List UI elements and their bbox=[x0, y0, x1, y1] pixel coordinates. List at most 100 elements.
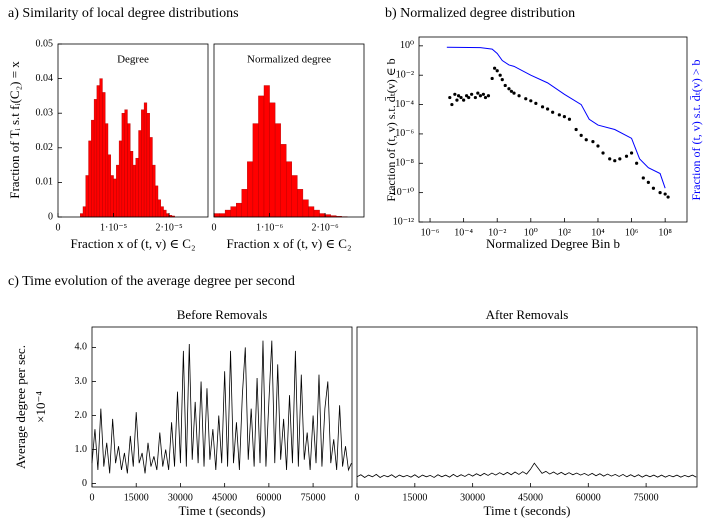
scatter-point bbox=[666, 195, 670, 199]
histogram-bar bbox=[110, 175, 114, 218]
x-axis-label: Normalized Degree Bin b bbox=[486, 236, 620, 251]
histogram-bar bbox=[297, 189, 304, 218]
histogram-bar bbox=[82, 206, 86, 218]
histogram-bar bbox=[99, 78, 103, 218]
x-tick-label: 10⁸ bbox=[658, 227, 672, 238]
scatter-point bbox=[579, 133, 583, 137]
scatter-point bbox=[567, 117, 572, 121]
scatter-point bbox=[596, 144, 600, 148]
plot-frame bbox=[91, 326, 353, 488]
histogram-bar bbox=[113, 178, 117, 218]
scatter-point bbox=[464, 94, 469, 98]
y-tick-label: 0.05 bbox=[36, 38, 54, 49]
scatter-point bbox=[562, 115, 566, 119]
scatter-point bbox=[486, 94, 491, 98]
scatter-point bbox=[524, 97, 528, 101]
histogram-bar bbox=[308, 206, 315, 218]
scatter-point bbox=[498, 73, 502, 77]
histogram-bar bbox=[157, 199, 161, 218]
histogram-bar bbox=[146, 112, 150, 218]
scatter-point bbox=[534, 101, 538, 105]
scatter-point bbox=[456, 94, 461, 98]
x-tick-label: 75000 bbox=[634, 492, 659, 503]
annotation: Normalized degree bbox=[247, 54, 331, 66]
scatter-point bbox=[495, 69, 499, 73]
x-tick-label: 75000 bbox=[301, 492, 326, 503]
histogram-bar bbox=[263, 85, 270, 218]
histogram-bar bbox=[124, 109, 128, 218]
y-tick-label: 10⁻⁸ bbox=[395, 158, 414, 169]
x-tick-label: 30000 bbox=[168, 492, 193, 503]
histogram-bar bbox=[141, 109, 145, 218]
scatter-point bbox=[608, 157, 612, 161]
histogram-bar bbox=[135, 157, 139, 218]
panel-title: b) Normalized degree distribution bbox=[385, 6, 575, 21]
histogram-bar bbox=[219, 213, 226, 218]
scatter-point bbox=[490, 76, 494, 81]
histogram-bar bbox=[241, 189, 248, 218]
histogram-bar bbox=[269, 102, 276, 218]
scatter-point bbox=[517, 94, 521, 98]
y-tick-label: 0.04 bbox=[36, 73, 54, 84]
scatter-point bbox=[618, 157, 622, 161]
scatter-point bbox=[478, 94, 483, 98]
scatter-point bbox=[483, 95, 488, 100]
histogram-bar bbox=[121, 112, 125, 218]
scatter-point bbox=[509, 89, 514, 93]
scatter-point bbox=[500, 78, 504, 82]
histogram-bar bbox=[319, 213, 326, 218]
x-tick-label: 15000 bbox=[124, 492, 149, 503]
y-tick-label: 0.02 bbox=[36, 142, 54, 153]
histogram-bar bbox=[93, 99, 98, 218]
x-axis-label: Fraction x of (t, v) ∈ C₂ bbox=[227, 236, 352, 251]
y-axis-label: Fraction of Tᵢ s.t fᵢ(C₂) = x bbox=[7, 61, 22, 199]
x-tick-label: 10⁶ bbox=[625, 227, 639, 238]
y-tick-label: 10⁻⁴ bbox=[395, 99, 414, 110]
histogram-bar bbox=[116, 164, 120, 218]
scatter-point bbox=[635, 161, 639, 165]
scatter-point bbox=[450, 102, 454, 107]
scatter-point bbox=[512, 91, 516, 95]
x-tick-label: 10⁴ bbox=[591, 227, 605, 238]
scatter-point bbox=[481, 92, 485, 96]
histogram-bar bbox=[163, 209, 167, 218]
scatter-point bbox=[646, 180, 650, 184]
histogram-bar bbox=[274, 123, 281, 218]
histogram-bar bbox=[127, 123, 131, 218]
subtitle: Before Removals bbox=[177, 307, 268, 322]
scatter-point bbox=[557, 113, 561, 117]
histogram-bar bbox=[166, 213, 170, 218]
scatter-point bbox=[453, 92, 457, 96]
histogram-bar bbox=[230, 206, 237, 218]
x-tick-label: 10⁻⁶ bbox=[421, 227, 440, 238]
scatter-point bbox=[651, 186, 656, 190]
scatter-point bbox=[473, 95, 477, 100]
histogram-bar bbox=[213, 213, 220, 218]
x-tick-label: 2·10⁻⁵ bbox=[156, 222, 183, 233]
y-tick-label: 10⁰ bbox=[400, 40, 414, 51]
x-axis-label: Time t (seconds) bbox=[484, 503, 571, 518]
y-tick-label: 2.0 bbox=[75, 410, 88, 421]
histogram-bar bbox=[302, 199, 309, 218]
histogram-bar bbox=[105, 123, 109, 218]
scatter-point bbox=[613, 159, 617, 163]
plot-frame bbox=[418, 36, 688, 223]
scatter-point bbox=[476, 91, 480, 95]
y-tick-label: 3.0 bbox=[75, 376, 88, 387]
histogram-bar bbox=[247, 161, 254, 218]
histogram-bar bbox=[130, 151, 134, 218]
x-tick-label: 10⁻² bbox=[488, 227, 506, 238]
x-tick-label: 10⁻⁴ bbox=[454, 227, 473, 238]
scatter-point bbox=[551, 110, 555, 114]
x-tick-label: 0 bbox=[212, 222, 217, 233]
x-tick-label: 30000 bbox=[460, 492, 485, 503]
scatter-point bbox=[629, 151, 634, 155]
histogram-bar bbox=[313, 209, 320, 218]
histogram-bar bbox=[138, 130, 142, 218]
scatter-point bbox=[601, 151, 605, 155]
subtitle: After Removals bbox=[486, 307, 569, 322]
scatter-point bbox=[467, 95, 471, 100]
histogram-bar bbox=[160, 206, 164, 218]
y-tick-label: 10⁻¹⁰ bbox=[392, 187, 414, 198]
y-tick-label: 10⁻¹² bbox=[393, 216, 414, 227]
